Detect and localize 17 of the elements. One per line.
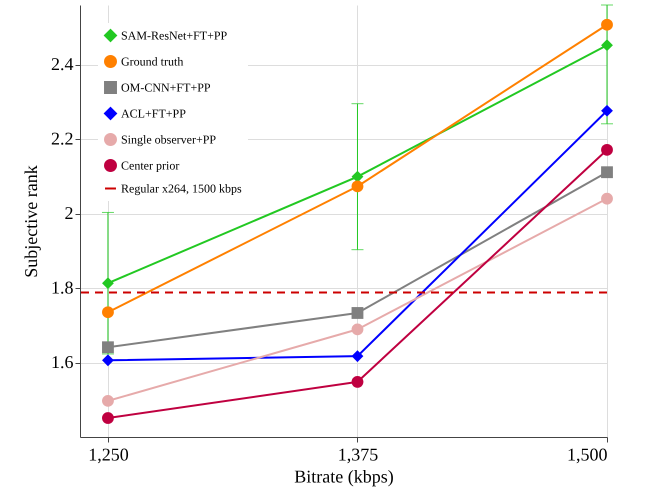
x-tick-label: 1,375: [338, 444, 378, 464]
y-tick-label: 1.6: [51, 352, 74, 372]
y-tick-label: 2.2: [51, 128, 74, 149]
legend-label: Regular x264, 1500 kbps: [121, 182, 242, 196]
x-tick-label: 1,250: [88, 444, 129, 464]
x-axis-title: Bitrate (kbps): [294, 466, 394, 486]
y-tick-label: 2.4: [51, 54, 74, 74]
y-tick-label: 1.8: [51, 278, 74, 298]
legend-label: OM-CNN+FT+PP: [121, 80, 211, 94]
legend-label: Ground truth: [121, 54, 184, 68]
legend-label: Center prior: [121, 158, 180, 172]
y-tick-label: 2: [64, 203, 74, 224]
legend-label: ACL+FT+PP: [121, 106, 186, 120]
y-axis-title: Subjective rank: [21, 165, 41, 278]
legend-label: SAM-ResNet+FT+PP: [121, 28, 228, 42]
x-tick-label: 1,500: [567, 444, 608, 464]
legend-label: Single observer+PP: [121, 132, 216, 146]
